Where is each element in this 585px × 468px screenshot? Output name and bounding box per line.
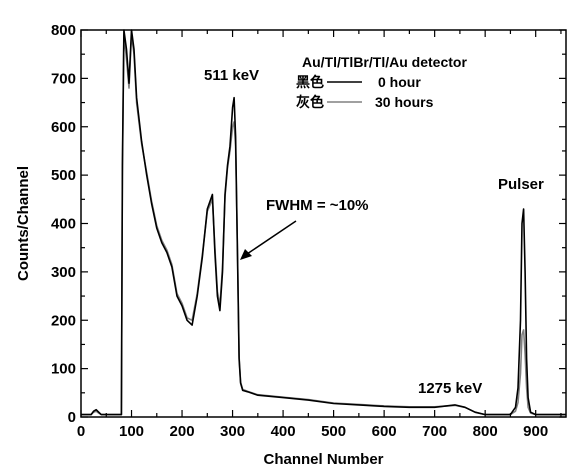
y-tick-label: 500 <box>51 167 76 184</box>
y-tick-label: 600 <box>51 119 76 136</box>
x-tick-label: 100 <box>119 423 144 440</box>
legend-label-1: 灰色 <box>296 94 324 110</box>
y-tick-label: 200 <box>51 312 76 329</box>
legend-label-0: 黑色 <box>296 74 324 90</box>
x-tick-label: 300 <box>220 423 245 440</box>
series-line-1 <box>81 33 566 416</box>
y-tick-label: 0 <box>68 409 76 426</box>
y-tick-label: 800 <box>51 22 76 39</box>
x-axis-title: Channel Number <box>263 451 383 468</box>
legend: Au/Tl/TlBr/Tl/Au detector 黑色 0 hour 灰色 3… <box>296 54 467 110</box>
fwhm-arrow-head <box>240 249 252 260</box>
x-tick-label: 400 <box>271 423 296 440</box>
x-tick-label: 600 <box>372 423 397 440</box>
x-tick-label: 900 <box>523 423 548 440</box>
ticks: 0 100 200 300 400 500 600 700 800 900 0 100 200 300 40… <box>51 22 566 440</box>
annotation-511-kev: 511 keV <box>204 67 259 84</box>
legend-value-0: 0 hour <box>378 74 421 90</box>
y-tick-label: 300 <box>51 264 76 281</box>
fwhm-arrow-line <box>246 220 297 255</box>
y-tick-label: 400 <box>51 216 76 233</box>
x-tick-label: 500 <box>321 423 346 440</box>
annotation-pulser: Pulser <box>498 176 544 193</box>
x-tick-label: 200 <box>170 423 195 440</box>
y-tick-label: 100 <box>51 361 76 378</box>
plot-lines <box>81 29 566 416</box>
y-axis-title: Counts/Channel <box>15 166 32 281</box>
annotation-fwhm: FWHM = ~10% <box>266 197 369 214</box>
x-tick-label: 800 <box>473 423 498 440</box>
legend-value-1: 30 hours <box>375 94 434 110</box>
series-line-0 <box>81 29 566 416</box>
x-tick-label: 0 <box>77 423 85 440</box>
annotation-1275-kev: 1275 keV <box>418 380 482 397</box>
y-tick-label: 700 <box>51 70 76 87</box>
x-tick-label: 700 <box>422 423 447 440</box>
legend-title: Au/Tl/TlBr/Tl/Au detector <box>302 54 467 70</box>
